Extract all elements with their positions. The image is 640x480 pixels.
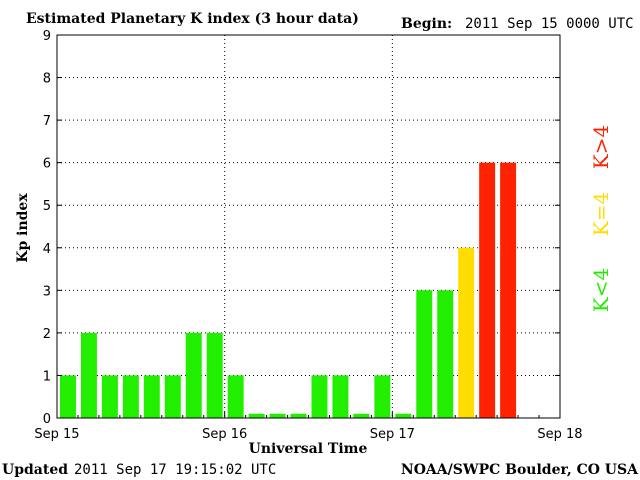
x-tick-label: Sep 15	[34, 427, 79, 442]
kp-bar	[332, 375, 349, 418]
kp-bar	[206, 332, 223, 418]
kp-bar	[122, 375, 139, 418]
begin-label: Begin:	[401, 16, 452, 32]
updated-value: 2011 Sep 17 19:15:02 UTC	[74, 462, 276, 478]
y-tick-label: 8	[43, 72, 51, 87]
x-tick-label: Sep 17	[370, 427, 415, 442]
kp-bar	[458, 247, 475, 418]
chart-title: Estimated Planetary K index (3 hour data…	[26, 11, 359, 27]
plot-area: 0 1 2 3 4 5 6 7 8 9 Sep 15 Sep 16 Sep 17 Sep 18	[34, 29, 582, 442]
legend-entry: K>4	[589, 125, 613, 169]
kp-bar	[311, 375, 328, 418]
kp-bar	[101, 375, 118, 418]
kp-bar	[290, 413, 307, 418]
kp-bar	[60, 375, 76, 418]
kp-bar	[185, 332, 202, 418]
y-tick-label: 7	[43, 114, 51, 129]
y-tick-label: 0	[43, 412, 51, 427]
kp-bar	[164, 375, 181, 418]
kp-bar	[437, 290, 454, 418]
kp-bar	[479, 162, 496, 418]
kp-bar	[248, 413, 265, 418]
y-tick-label: 2	[43, 327, 51, 342]
x-axis-label: Universal Time	[249, 441, 368, 457]
kp-bar	[395, 413, 412, 418]
kp-bar	[500, 162, 517, 418]
source-label: NOAA/SWPC Boulder, CO USA	[401, 462, 639, 478]
kp-bar	[374, 375, 391, 418]
legend: K<4 K=4 K>4	[589, 125, 613, 312]
begin-value: 2011 Sep 15 0000 UTC	[465, 16, 634, 32]
kp-bar	[80, 332, 97, 418]
y-tick-label: 5	[43, 199, 51, 214]
x-tick-label: Sep 16	[202, 427, 247, 442]
y-tick-label: 6	[43, 157, 51, 172]
y-tick-label: 1	[43, 369, 51, 384]
y-tick-label: 4	[43, 242, 51, 257]
kp-bar	[416, 290, 433, 418]
kp-bar	[269, 413, 286, 418]
legend-entry: K<4	[589, 268, 613, 312]
updated-label: Updated	[2, 462, 68, 478]
x-tick-label: Sep 18	[537, 427, 582, 442]
y-tick-label: 3	[43, 284, 51, 299]
kp-bar	[143, 375, 160, 418]
kp-bar	[353, 413, 370, 418]
legend-entry: K=4	[589, 192, 613, 236]
kp-bar	[227, 375, 244, 418]
y-axis-label: Kp index	[15, 193, 31, 263]
y-tick-label: 9	[43, 29, 51, 44]
